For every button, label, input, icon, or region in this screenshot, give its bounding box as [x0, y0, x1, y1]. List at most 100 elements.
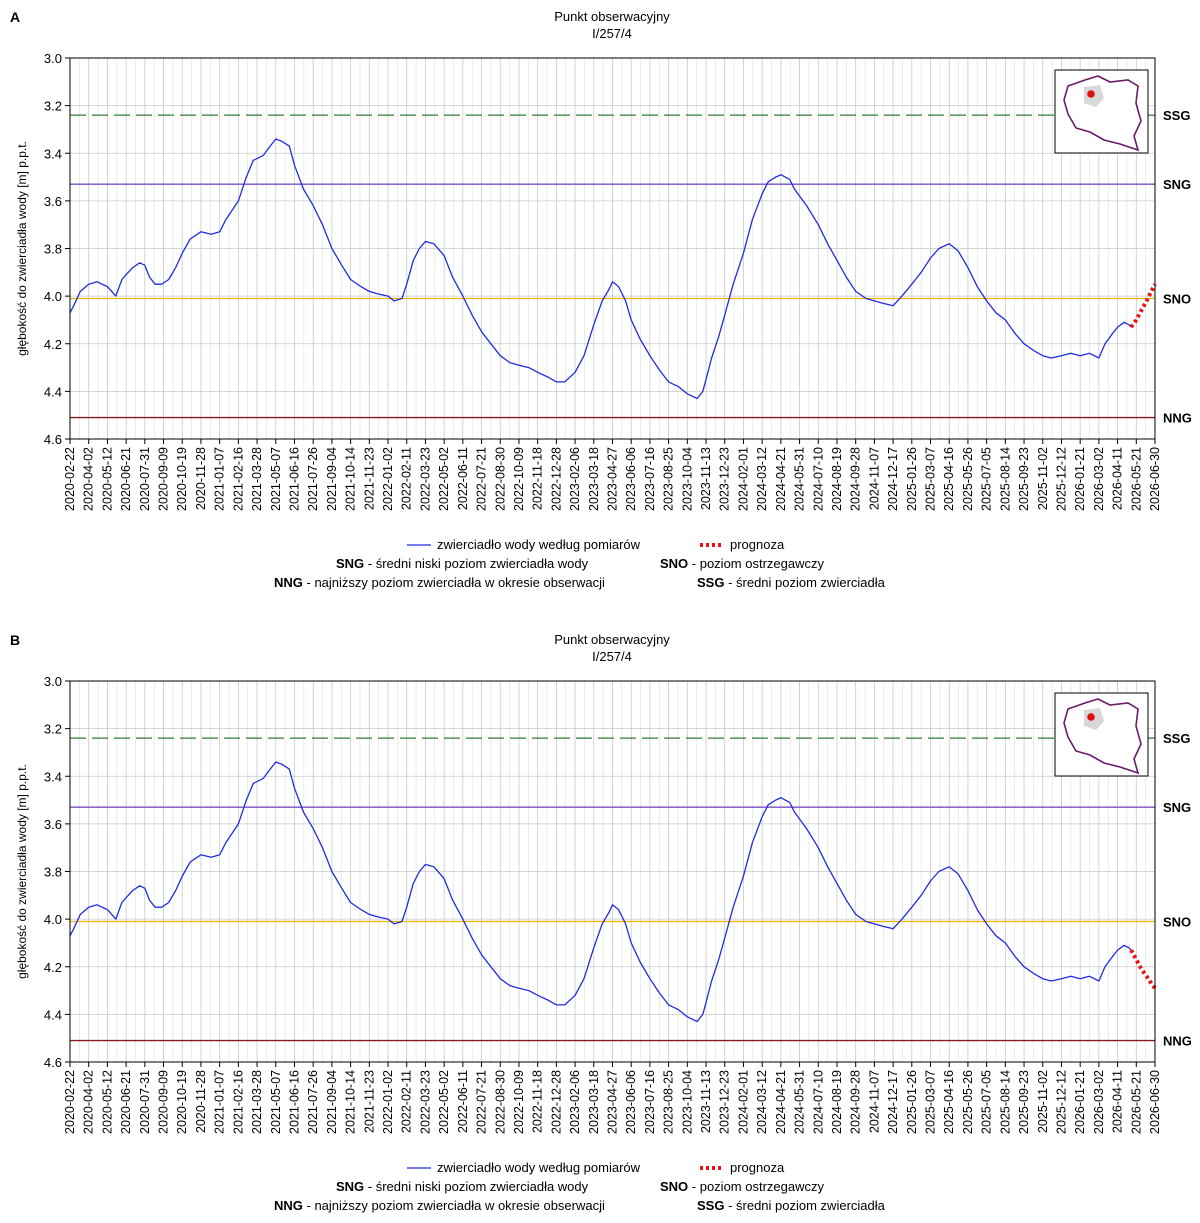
- legend-definition: SNO - poziom ostrzegawczy: [660, 556, 824, 571]
- x-tick-label: 2021-05-07: [269, 1070, 283, 1134]
- x-tick-label: 2022-11-18: [531, 447, 545, 510]
- reference-label-sng: SNG: [1163, 177, 1191, 192]
- y-axis-label: głębokość do zwierciadła wody [m] p.p.t.: [15, 141, 29, 356]
- legend-abbr: NNG: [274, 1198, 303, 1213]
- x-tick-label: 2024-02-01: [736, 1070, 750, 1134]
- legend-abbr: SNG: [336, 556, 364, 571]
- x-tick-label: 2022-11-18: [531, 1070, 545, 1133]
- x-tick-label: 2020-07-31: [138, 447, 152, 511]
- legend-abbr: SSG: [697, 575, 724, 590]
- reference-label-ssg: SSG: [1163, 731, 1190, 746]
- x-tick-label: 2025-08-14: [998, 447, 1012, 511]
- x-tick-label: 2022-07-21: [475, 447, 489, 511]
- y-tick-label: 4.6: [44, 432, 62, 447]
- x-tick-label: 2026-04-11: [1111, 1070, 1125, 1133]
- x-tick-label: 2022-02-11: [400, 1070, 414, 1133]
- x-tick-label: 2020-11-28: [194, 1070, 208, 1133]
- x-tick-label: 2021-05-07: [269, 447, 283, 511]
- x-tick-label: 2023-04-27: [606, 1070, 620, 1134]
- x-tick-label: 2021-02-16: [231, 447, 245, 511]
- y-tick-label: 3.6: [44, 817, 62, 832]
- x-tick-label: 2025-03-07: [924, 447, 938, 511]
- panel-label: B: [10, 632, 20, 648]
- x-tick-label: 2025-05-26: [961, 447, 975, 511]
- x-tick-label: 2023-02-06: [568, 447, 582, 511]
- y-tick-label: 3.6: [44, 194, 62, 209]
- x-tick-label: 2022-08-30: [493, 447, 507, 511]
- x-tick-label: 2025-07-05: [980, 447, 994, 511]
- x-tick-label: 2025-11-02: [1036, 447, 1050, 510]
- legend-abbr: SSG: [697, 1198, 724, 1213]
- legend-definition: NNG - najniższy poziom zwierciadła w okr…: [274, 1198, 605, 1213]
- x-tick-label: 2022-05-02: [437, 1070, 451, 1134]
- x-tick-label: 2022-10-09: [512, 447, 526, 511]
- x-tick-label: 2026-06-30: [1148, 1070, 1162, 1134]
- x-tick-label: 2023-08-25: [662, 1070, 676, 1134]
- x-tick-label: 2020-09-09: [157, 447, 171, 511]
- legend-definition: NNG - najniższy poziom zwierciadła w okr…: [274, 575, 605, 590]
- x-tick-label: 2024-03-12: [755, 1070, 769, 1134]
- x-tick-label: 2020-11-28: [194, 447, 208, 510]
- x-tick-label: 2021-01-07: [213, 447, 227, 511]
- x-tick-label: 2021-07-26: [306, 1070, 320, 1134]
- x-tick-label: 2023-06-06: [624, 447, 638, 511]
- x-tick-label: 2023-03-18: [587, 1070, 601, 1134]
- x-tick-label: 2025-12-12: [1054, 1070, 1068, 1134]
- x-tick-label: 2025-01-26: [905, 447, 919, 511]
- legend-definition: SNO - poziom ostrzegawczy: [660, 1179, 824, 1194]
- x-tick-label: 2022-01-02: [381, 1070, 395, 1134]
- x-tick-label: 2020-09-09: [157, 1070, 171, 1134]
- legend-description: - poziom ostrzegawczy: [688, 556, 824, 571]
- x-tick-label: 2022-12-28: [549, 447, 563, 511]
- chart-panel-b: B Punkt obserwacyjny I/257/4 SSG SNG SNO NNG 3.…: [10, 632, 1192, 1213]
- y-axis-label: głębokość do zwierciadła wody [m] p.p.t.: [15, 764, 29, 979]
- chart-panel-a: A Punkt obserwacyjny I/257/4 SSG SNG SNO NNG 3.…: [10, 9, 1192, 590]
- poland-map-icon: [1054, 692, 1149, 777]
- y-tick-label: 3.8: [44, 242, 62, 257]
- x-tick-label: 2025-03-07: [924, 1070, 938, 1134]
- legend-abbr: SNO: [660, 1179, 688, 1194]
- location-marker: [1087, 713, 1095, 721]
- y-tick-label: 4.4: [44, 384, 62, 399]
- x-tick-label: 2024-02-01: [736, 447, 750, 511]
- x-tick-label: 2026-05-21: [1129, 1070, 1143, 1134]
- x-tick-label: 2024-08-19: [830, 447, 844, 511]
- legend-description: - poziom ostrzegawczy: [688, 1179, 824, 1194]
- x-tick-label: 2022-03-23: [418, 1070, 432, 1134]
- legend-description: - średni niski poziom zwierciadła wody: [364, 556, 588, 571]
- x-tick-label: 2021-03-28: [250, 447, 264, 511]
- x-tick-label: 2026-03-02: [1092, 1070, 1106, 1134]
- x-tick-label: 2025-12-12: [1054, 447, 1068, 511]
- legend: zwierciadło wody według pomiarów prognoza…: [274, 537, 886, 590]
- poland-outline: [1063, 698, 1142, 775]
- y-tick-label: 3.0: [44, 674, 62, 689]
- x-tick-label: 2024-08-19: [830, 1070, 844, 1134]
- series-line-measured: [69, 138, 1132, 400]
- x-tick-label: 2023-12-23: [718, 447, 732, 511]
- x-tick-label: 2021-03-28: [250, 1070, 264, 1134]
- y-tick-label: 4.0: [44, 289, 62, 304]
- series-line-measured: [69, 761, 1132, 1023]
- x-tick-label: 2024-11-07: [867, 1070, 881, 1133]
- y-tick-label: 3.2: [44, 99, 62, 114]
- x-tick-label: 2022-06-11: [456, 447, 470, 510]
- legend-definition: SNG - średni niski poziom zwierciadła wo…: [336, 1179, 589, 1194]
- x-tick-label: 2023-08-25: [662, 447, 676, 511]
- x-tick-label: 2023-02-06: [568, 1070, 582, 1134]
- x-tick-label: 2021-07-26: [306, 447, 320, 511]
- x-tick-label: 2024-04-21: [774, 1070, 788, 1134]
- chart-subtitle: I/257/4: [592, 26, 632, 41]
- reference-label-sng: SNG: [1163, 800, 1191, 815]
- x-tick-label: 2021-11-23: [362, 447, 376, 510]
- y-tick-label: 4.2: [44, 960, 62, 975]
- x-tick-label: 2022-02-11: [400, 447, 414, 510]
- x-tick-label: 2023-10-04: [680, 447, 694, 511]
- x-tick-label: 2024-09-28: [849, 1070, 863, 1134]
- x-tick-label: 2021-06-16: [287, 1070, 301, 1134]
- poland-map-icon: [1054, 69, 1149, 154]
- x-tick-label: 2024-07-10: [811, 1070, 825, 1134]
- x-tick-label: 2022-10-09: [512, 1070, 526, 1134]
- x-tick-label: 2026-03-02: [1092, 447, 1106, 511]
- x-tick-label: 2022-03-23: [418, 447, 432, 511]
